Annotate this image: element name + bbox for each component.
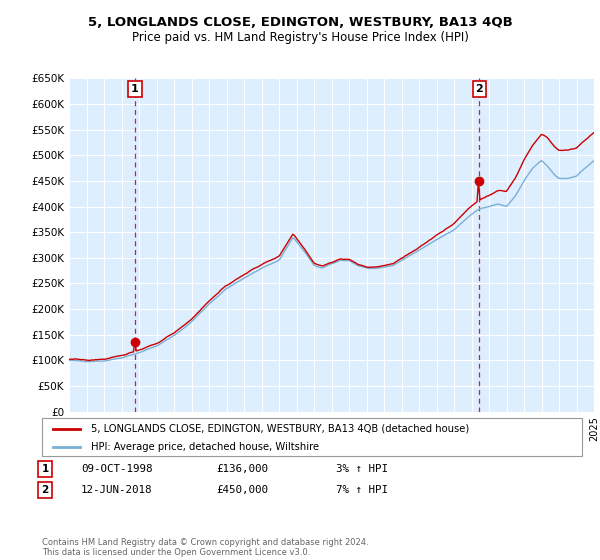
Text: 2: 2: [41, 485, 49, 495]
Text: 09-OCT-1998: 09-OCT-1998: [81, 464, 152, 474]
Text: Price paid vs. HM Land Registry's House Price Index (HPI): Price paid vs. HM Land Registry's House …: [131, 31, 469, 44]
Text: 5, LONGLANDS CLOSE, EDINGTON, WESTBURY, BA13 4QB: 5, LONGLANDS CLOSE, EDINGTON, WESTBURY, …: [88, 16, 512, 29]
Text: 3% ↑ HPI: 3% ↑ HPI: [336, 464, 388, 474]
Text: Contains HM Land Registry data © Crown copyright and database right 2024.
This d: Contains HM Land Registry data © Crown c…: [42, 538, 368, 557]
Text: 1: 1: [41, 464, 49, 474]
Text: £450,000: £450,000: [216, 485, 268, 495]
Text: 7% ↑ HPI: 7% ↑ HPI: [336, 485, 388, 495]
Text: 12-JUN-2018: 12-JUN-2018: [81, 485, 152, 495]
Text: HPI: Average price, detached house, Wiltshire: HPI: Average price, detached house, Wilt…: [91, 442, 319, 452]
Text: 2: 2: [475, 84, 483, 94]
Text: £136,000: £136,000: [216, 464, 268, 474]
Text: 1: 1: [131, 84, 139, 94]
Text: 5, LONGLANDS CLOSE, EDINGTON, WESTBURY, BA13 4QB (detached house): 5, LONGLANDS CLOSE, EDINGTON, WESTBURY, …: [91, 424, 469, 434]
